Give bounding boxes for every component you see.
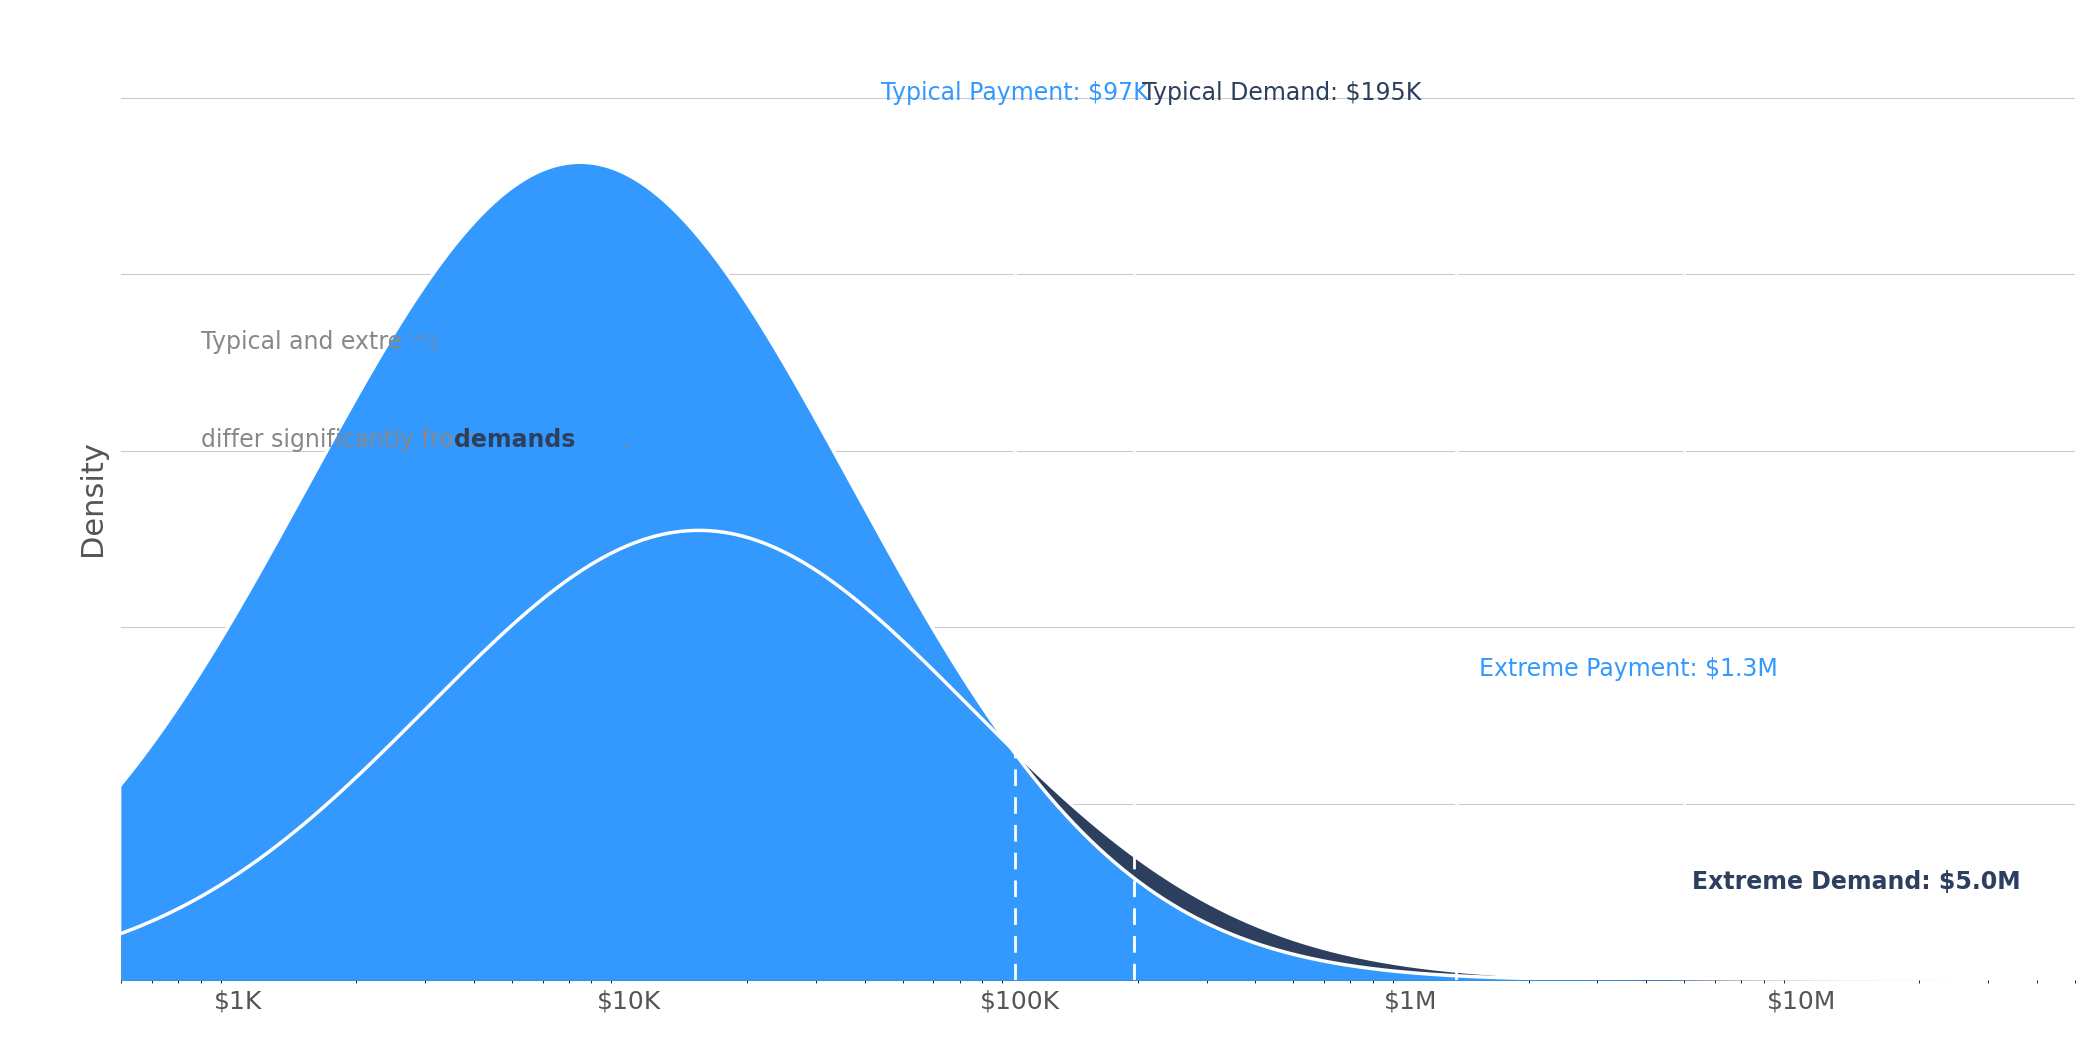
Text: Extreme Demand: $5.0M: Extreme Demand: $5.0M [1693, 870, 2020, 895]
Text: differ significantly from: differ significantly from [202, 428, 483, 453]
Text: Typical and extreme: Typical and extreme [202, 330, 447, 354]
Text: payments: payments [401, 330, 533, 354]
Text: .: . [624, 428, 630, 453]
Y-axis label: Density: Density [78, 440, 107, 555]
Text: Typical Demand: $195K: Typical Demand: $195K [1142, 81, 1422, 105]
Text: Extreme Payment: $1.3M: Extreme Payment: $1.3M [1478, 657, 1779, 681]
Text: demands: demands [454, 428, 575, 453]
Text: Typical Payment: $97K: Typical Payment: $97K [882, 81, 1149, 105]
